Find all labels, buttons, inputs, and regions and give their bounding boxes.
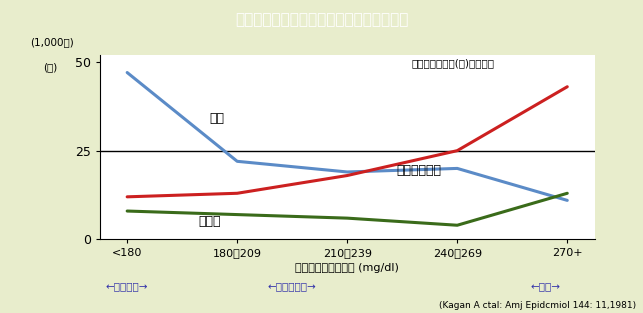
Text: (人): (人) (42, 62, 57, 72)
Text: (1,000対): (1,000対) (30, 37, 74, 47)
Text: ←欧米→: ←欧米→ (530, 281, 560, 291)
Text: ←昆の日本→: ←昆の日本→ (106, 281, 149, 291)
Text: 脳卒中: 脳卒中 (199, 215, 221, 228)
Text: 虚血性心疾患: 虚血性心疾患 (397, 164, 442, 177)
X-axis label: 血清コレステロール (mg/dl): 血清コレステロール (mg/dl) (295, 263, 399, 273)
Text: 年齢標準化血清コレステロール値別死亡率: 年齢標準化血清コレステロール値別死亡率 (235, 12, 408, 27)
Text: ハワイ系日系人(男)調査資料: ハワイ系日系人(男)調査資料 (412, 59, 494, 69)
Text: がん: がん (210, 112, 224, 125)
Text: ←現在の日本→: ←現在の日本→ (268, 281, 316, 291)
Text: (Kagan A ctal: Amj Epidcmiol 144: 11,1981): (Kagan A ctal: Amj Epidcmiol 144: 11,198… (439, 301, 637, 310)
